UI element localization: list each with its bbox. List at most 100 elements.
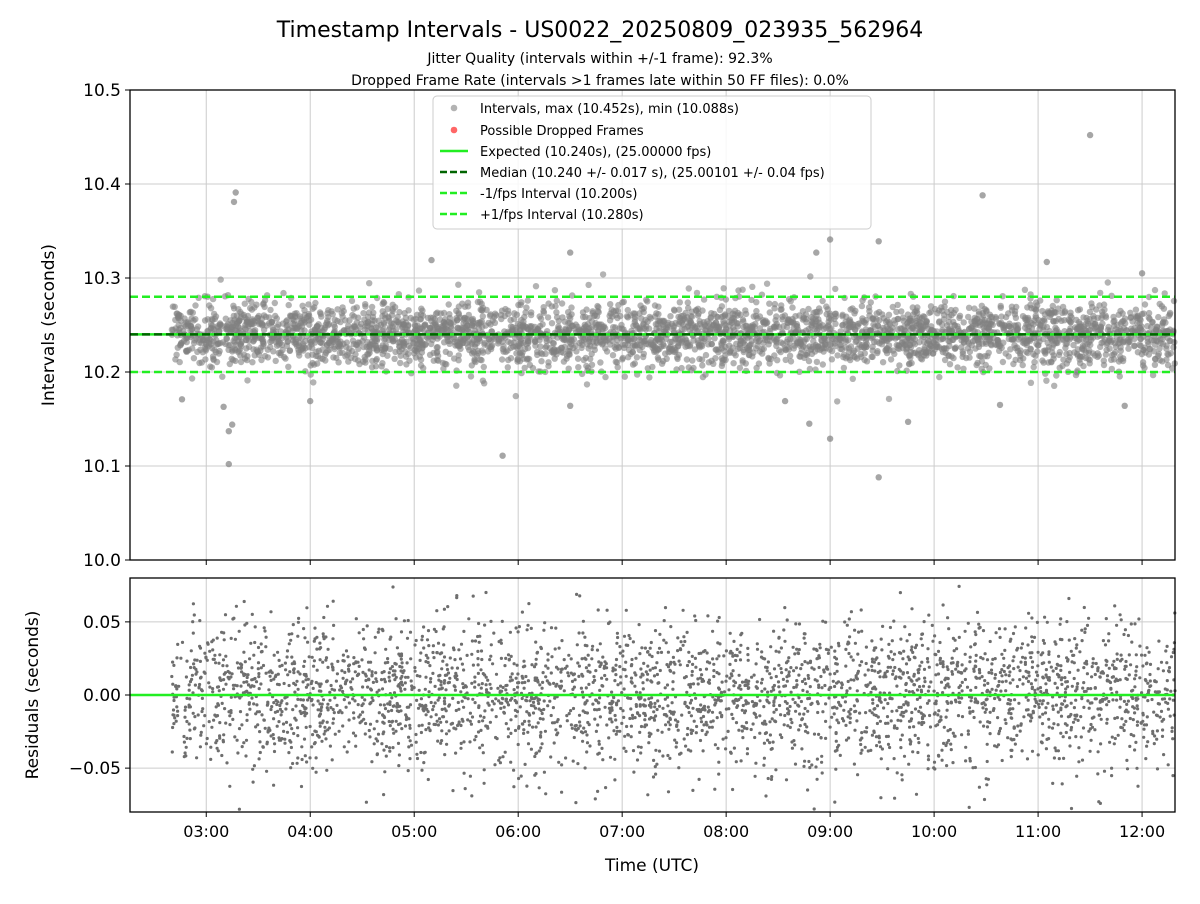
interval-point: [947, 361, 953, 367]
residual-point: [1133, 677, 1136, 680]
residual-point: [533, 755, 536, 758]
interval-point: [624, 313, 630, 319]
interval-point: [232, 358, 238, 364]
residual-point: [1075, 647, 1078, 650]
interval-point: [880, 359, 886, 365]
interval-point: [863, 344, 869, 350]
residual-point: [770, 778, 773, 781]
residual-point: [756, 648, 759, 651]
residual-point: [354, 670, 357, 673]
residual-point: [1170, 730, 1173, 733]
interval-point: [1098, 315, 1104, 321]
residual-point: [541, 687, 544, 690]
interval-point: [1131, 342, 1137, 348]
interval-point: [1126, 339, 1132, 345]
interval-point: [723, 326, 729, 332]
residual-point: [623, 687, 626, 690]
residual-point: [208, 650, 211, 653]
residual-point: [973, 716, 976, 719]
residual-point: [443, 753, 446, 756]
residual-point: [775, 650, 778, 653]
residual-point: [381, 687, 384, 690]
interval-point: [238, 359, 244, 365]
interval-point: [833, 311, 839, 317]
interval-point: [538, 358, 544, 364]
residual-point: [1111, 663, 1114, 666]
residual-point: [397, 705, 400, 708]
interval-point: [545, 300, 551, 306]
residual-point: [305, 686, 308, 689]
interval-point: [757, 348, 763, 354]
interval-point: [952, 307, 958, 313]
interval-point: [773, 313, 779, 319]
residual-point: [976, 611, 979, 614]
residual-point: [658, 647, 661, 650]
residual-point: [330, 684, 333, 687]
interval-point: [740, 318, 746, 324]
residual-point: [746, 653, 749, 656]
interval-point: [389, 312, 395, 318]
residual-point: [1148, 685, 1151, 688]
residual-point: [371, 670, 374, 673]
interval-point: [481, 364, 487, 370]
residual-point: [373, 727, 376, 730]
interval-point: [479, 324, 485, 330]
interval-point: [1100, 339, 1106, 345]
residual-point: [614, 718, 617, 721]
interval-point: [621, 299, 627, 305]
residual-point: [675, 741, 678, 744]
residual-point: [220, 754, 223, 757]
residual-point: [588, 744, 591, 747]
interval-point: [428, 257, 434, 263]
interval-point: [1036, 335, 1042, 341]
interval-point: [740, 340, 746, 346]
interval-point: [478, 357, 484, 363]
interval-point: [1068, 319, 1074, 325]
residual-point: [900, 706, 903, 709]
residual-point: [322, 698, 325, 701]
residual-point: [691, 707, 694, 710]
residual-point: [686, 631, 689, 634]
residual-point: [1086, 687, 1089, 690]
residual-point: [534, 641, 537, 644]
residual-point: [847, 680, 850, 683]
residual-point: [387, 710, 390, 713]
residual-point: [1047, 718, 1050, 721]
interval-point: [806, 421, 812, 427]
interval-point: [721, 285, 727, 291]
residual-point: [467, 617, 470, 620]
interval-point: [1043, 378, 1049, 384]
residual-point: [560, 791, 563, 794]
interval-point: [471, 356, 477, 362]
interval-point: [1088, 300, 1094, 306]
interval-point: [260, 343, 266, 349]
residual-point: [934, 653, 937, 656]
interval-point: [522, 309, 528, 315]
interval-point: [1135, 349, 1141, 355]
interval-point: [1040, 327, 1046, 333]
residual-point: [1123, 700, 1126, 703]
interval-point: [351, 306, 357, 312]
interval-point: [443, 349, 449, 355]
residual-point: [1047, 737, 1050, 740]
residual-point: [221, 664, 224, 667]
residual-point: [470, 723, 473, 726]
interval-point: [355, 339, 361, 345]
residual-point: [1126, 767, 1129, 770]
residual-point: [1124, 720, 1127, 723]
residual-point: [432, 644, 435, 647]
interval-point: [766, 301, 772, 307]
residual-point: [1113, 742, 1116, 745]
interval-point: [243, 319, 249, 325]
residual-point: [596, 649, 599, 652]
residual-point: [171, 726, 174, 729]
residual-point: [809, 685, 812, 688]
residual-point: [711, 630, 714, 633]
interval-point: [263, 314, 269, 320]
residual-point: [844, 648, 847, 651]
residual-point: [789, 718, 792, 721]
interval-point: [920, 313, 926, 319]
interval-point: [705, 341, 711, 347]
interval-point: [1151, 337, 1157, 343]
residual-point: [834, 750, 837, 753]
